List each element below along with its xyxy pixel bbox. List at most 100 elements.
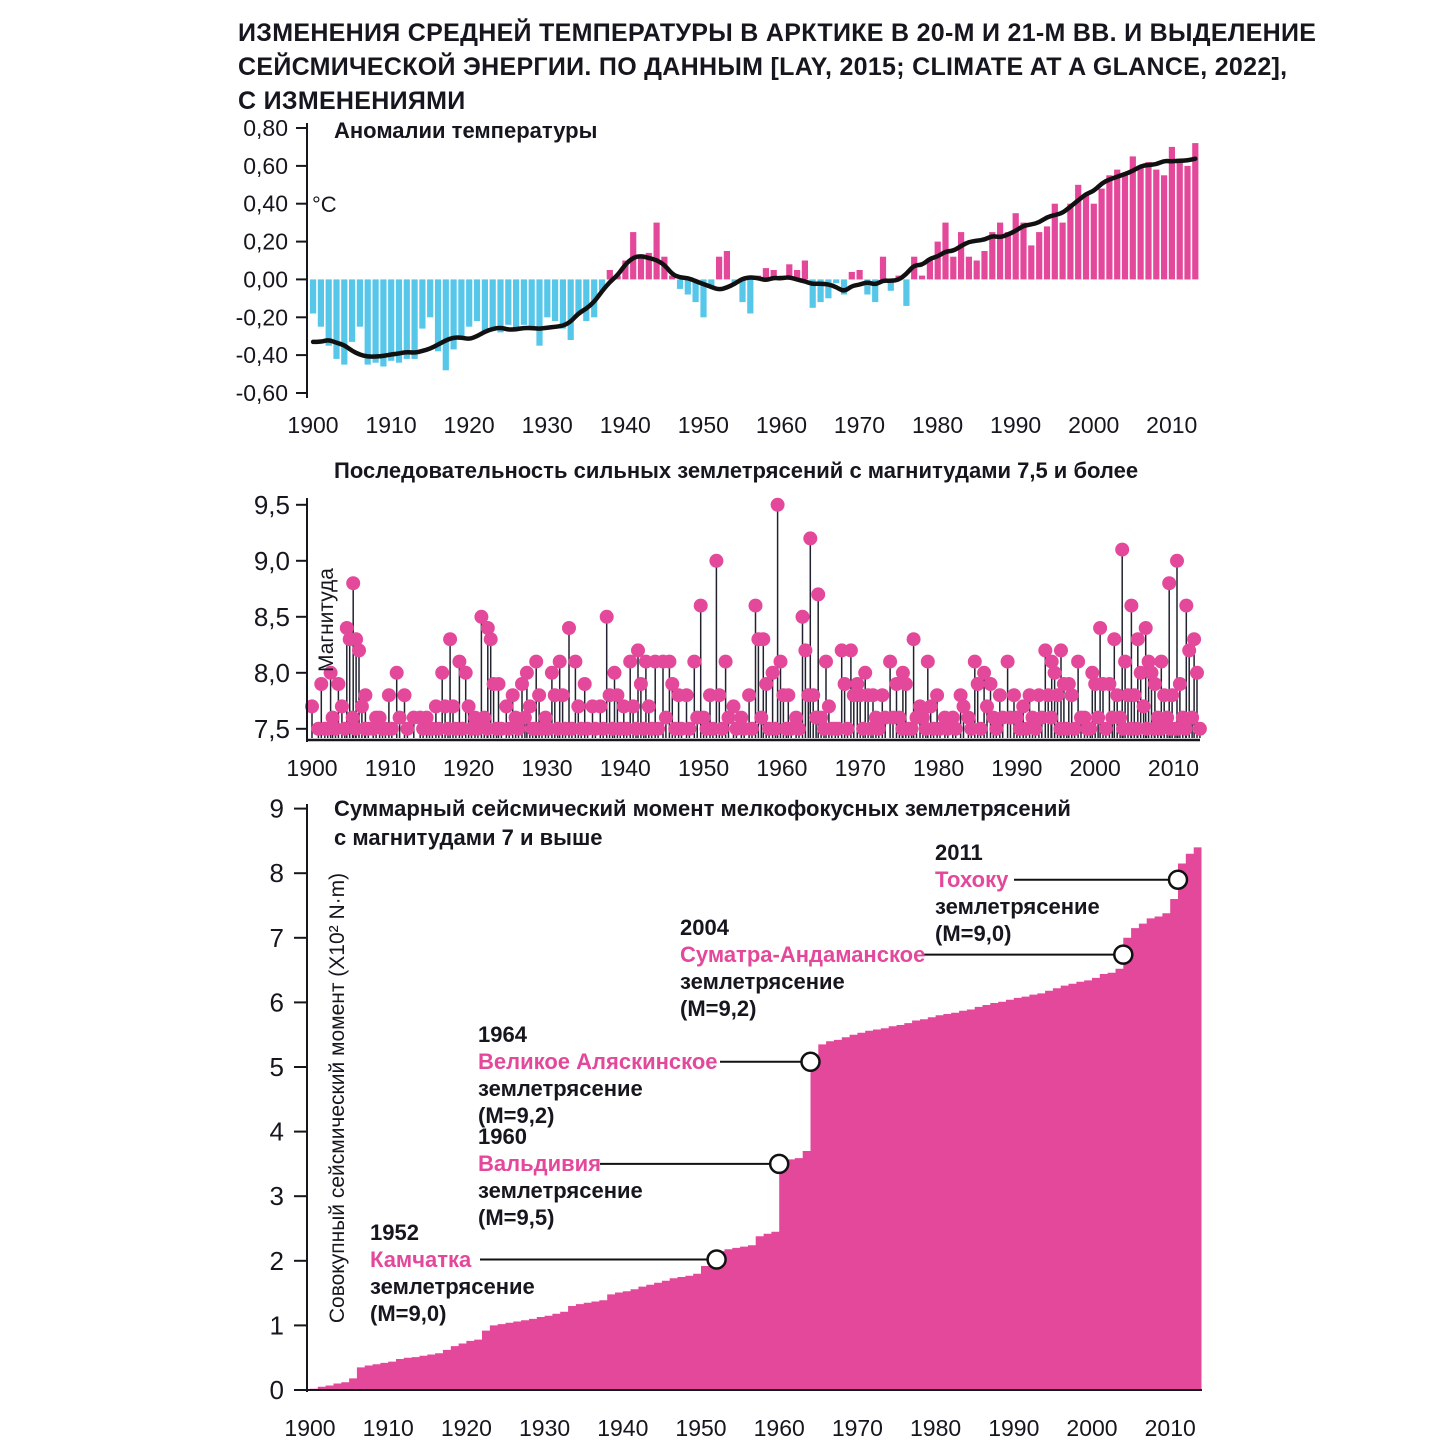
- quake-dot: [662, 654, 677, 669]
- quake-dot: [1154, 654, 1169, 669]
- quake-markers: [305, 497, 1207, 736]
- temperature-unit-label: °C: [312, 192, 337, 217]
- annotation-marker: [1167, 869, 1189, 890]
- quake-dot: [1071, 654, 1086, 669]
- annotation-year: 1964: [478, 1022, 527, 1047]
- quake-dot: [389, 665, 404, 680]
- quake-dot: [381, 688, 396, 703]
- temp-bar: [872, 279, 879, 303]
- quake-dot: [850, 677, 865, 691]
- tick-label: 1: [270, 1310, 284, 1340]
- quake-dot: [1124, 598, 1139, 613]
- temp-bar: [716, 256, 723, 280]
- temp-bar: [973, 260, 980, 280]
- temp-bar: [817, 279, 824, 303]
- tick-label: 1920: [443, 755, 494, 781]
- quake-dot: [742, 688, 757, 703]
- quake-dot: [1085, 665, 1100, 680]
- moment-axis-label: Совокупный сейсмический момент (X10² N·m…: [326, 872, 349, 1324]
- quake-dot: [1009, 710, 1024, 725]
- tick-label: 1930: [519, 1415, 570, 1440]
- quake-dot: [1141, 654, 1156, 669]
- quake-dot: [1179, 598, 1194, 613]
- figure-title: ИЗМЕНЕНИЯ СРЕДНЕЙ ТЕМПЕРАТУРЫ В АРКТИКЕ …: [238, 16, 1316, 118]
- temp-bar: [770, 270, 777, 280]
- quake-dot: [519, 665, 534, 680]
- quake-dot: [522, 699, 537, 714]
- quake-dot: [1113, 710, 1128, 725]
- temp-bar: [864, 279, 871, 295]
- annotation-year: 2004: [680, 915, 729, 940]
- temp-bar: [1082, 194, 1090, 280]
- quake-dot: [1038, 643, 1053, 658]
- quake-dot: [1182, 643, 1197, 658]
- temp-bar: [1153, 169, 1160, 280]
- quake-dot: [798, 643, 813, 658]
- tick-label: 1950: [675, 1415, 726, 1440]
- tick-label: 8,0: [254, 658, 290, 688]
- quake-dot: [392, 710, 407, 725]
- temp-bar: [419, 279, 426, 329]
- temp-bar: [708, 279, 715, 287]
- temp-bar: [723, 251, 730, 280]
- quake-dot: [626, 699, 641, 714]
- temp-bar: [1106, 175, 1113, 280]
- temp-bar: [981, 251, 988, 280]
- temp-bar: [645, 252, 652, 280]
- quake-dot: [980, 699, 994, 714]
- quake-dot: [1172, 677, 1187, 691]
- temp-bar: [958, 232, 965, 280]
- quake-dot: [821, 699, 836, 714]
- quake-dot: [983, 677, 998, 691]
- temp-bar: [997, 222, 1004, 280]
- quake-dot: [682, 721, 697, 736]
- quake-dot: [1110, 688, 1125, 703]
- quake-dot: [480, 621, 495, 635]
- tick-label: 1970: [832, 1415, 883, 1440]
- quake-dot: [1185, 710, 1200, 725]
- quake-dot: [461, 699, 476, 714]
- quake-dot: [607, 665, 622, 680]
- temp-bar: [442, 279, 449, 371]
- quake-dot: [1028, 721, 1043, 736]
- quake-dot: [477, 710, 492, 725]
- quake-dot: [768, 721, 783, 736]
- tick-label: 1990: [991, 755, 1042, 781]
- quake-dot: [814, 710, 829, 725]
- temp-bar: [934, 241, 941, 280]
- tick-label: 8: [270, 858, 284, 888]
- tick-label: 1980: [913, 755, 964, 781]
- quake-dot: [756, 632, 771, 647]
- quake-dot: [571, 699, 586, 714]
- tick-label: 2: [270, 1246, 284, 1276]
- magnitude-axis-label: Магнитуда: [315, 568, 338, 672]
- quake-dot: [397, 688, 412, 703]
- quake-dot: [961, 710, 976, 725]
- quake-dot: [803, 531, 818, 546]
- tick-label: 2010: [1148, 755, 1199, 781]
- quake-dot: [1192, 721, 1207, 736]
- quake-dot: [1190, 665, 1204, 680]
- quake-dot: [1061, 677, 1076, 691]
- quake-dot: [1165, 688, 1180, 703]
- temp-bar: [458, 279, 465, 340]
- annotation-alaska-1964: 1964 Великое Аляскинское землетрясение (…: [478, 1021, 718, 1129]
- quake-dot: [765, 665, 780, 680]
- quake-dot: [633, 677, 648, 691]
- quake-axis: 9,5 9,0 8,5 8,0 7,5 1900 1910 1920 1930 1940 1950 1…: [254, 490, 1200, 781]
- quake-dot: [354, 699, 369, 714]
- temp-bar: [388, 279, 395, 361]
- temp-bar: [637, 256, 645, 280]
- tick-label: -0,40: [236, 342, 288, 368]
- tick-label: 1970: [834, 412, 885, 438]
- temp-bar: [497, 279, 504, 333]
- annotation-place: Тохоку: [935, 867, 1009, 892]
- temp-bar: [848, 271, 855, 280]
- quake-dot: [562, 621, 576, 635]
- tick-label: 1920: [441, 1415, 492, 1440]
- quake-dot: [517, 710, 532, 725]
- quake-dot: [599, 609, 614, 624]
- moment-area: [310, 847, 1202, 1390]
- tick-label: 2010: [1145, 1415, 1196, 1440]
